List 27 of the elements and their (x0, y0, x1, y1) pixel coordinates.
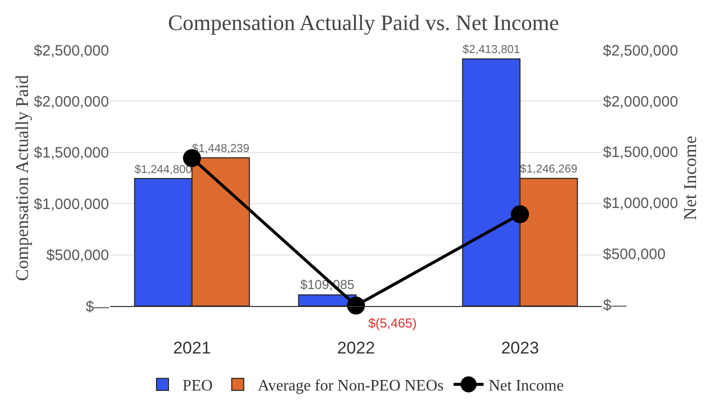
y-tick-label: $2,500,000 (34, 42, 109, 60)
x-tick-label: 2022 (337, 338, 375, 358)
legend-label: PEO (182, 378, 213, 395)
y2-tick-label: $500,000 (603, 246, 666, 264)
y2-axis-title: Net Income (680, 136, 700, 220)
y2-tick-label: $2,000,000 (603, 93, 678, 110)
y2-tick-label: $1,500,000 (603, 144, 678, 162)
legend-label: Net Income (488, 378, 564, 395)
y2-tick-label: $1,000,000 (603, 195, 678, 212)
point (511, 205, 529, 224)
y-tick-label: $2,000,000 (34, 93, 109, 110)
x-tick-label: 2023 (501, 338, 539, 358)
data-label: $1,244,800 (134, 164, 192, 176)
legend-label: Average for Non-PEO NEOs (258, 378, 444, 395)
x-tick-label: 2021 (173, 338, 211, 358)
chart-title: Compensation Actually Paid vs. Net Income (168, 10, 560, 35)
y-tick-label: $— (86, 298, 109, 316)
y-axis-title: Compensation Actually Paid (12, 75, 32, 281)
y-tick-label: $500,000 (46, 247, 109, 264)
y2-tick-label: $— (603, 297, 626, 314)
data-label: $(5,465) (368, 316, 417, 331)
data-label: $2,413,801 (462, 44, 520, 56)
y2-tick-label: $2,500,000 (603, 42, 678, 60)
point (347, 296, 365, 315)
data-label: $1,448,239 (192, 143, 250, 156)
y-tick-label: $1,000,000 (34, 196, 109, 213)
y-tick-label: $1,500,000 (34, 144, 109, 162)
